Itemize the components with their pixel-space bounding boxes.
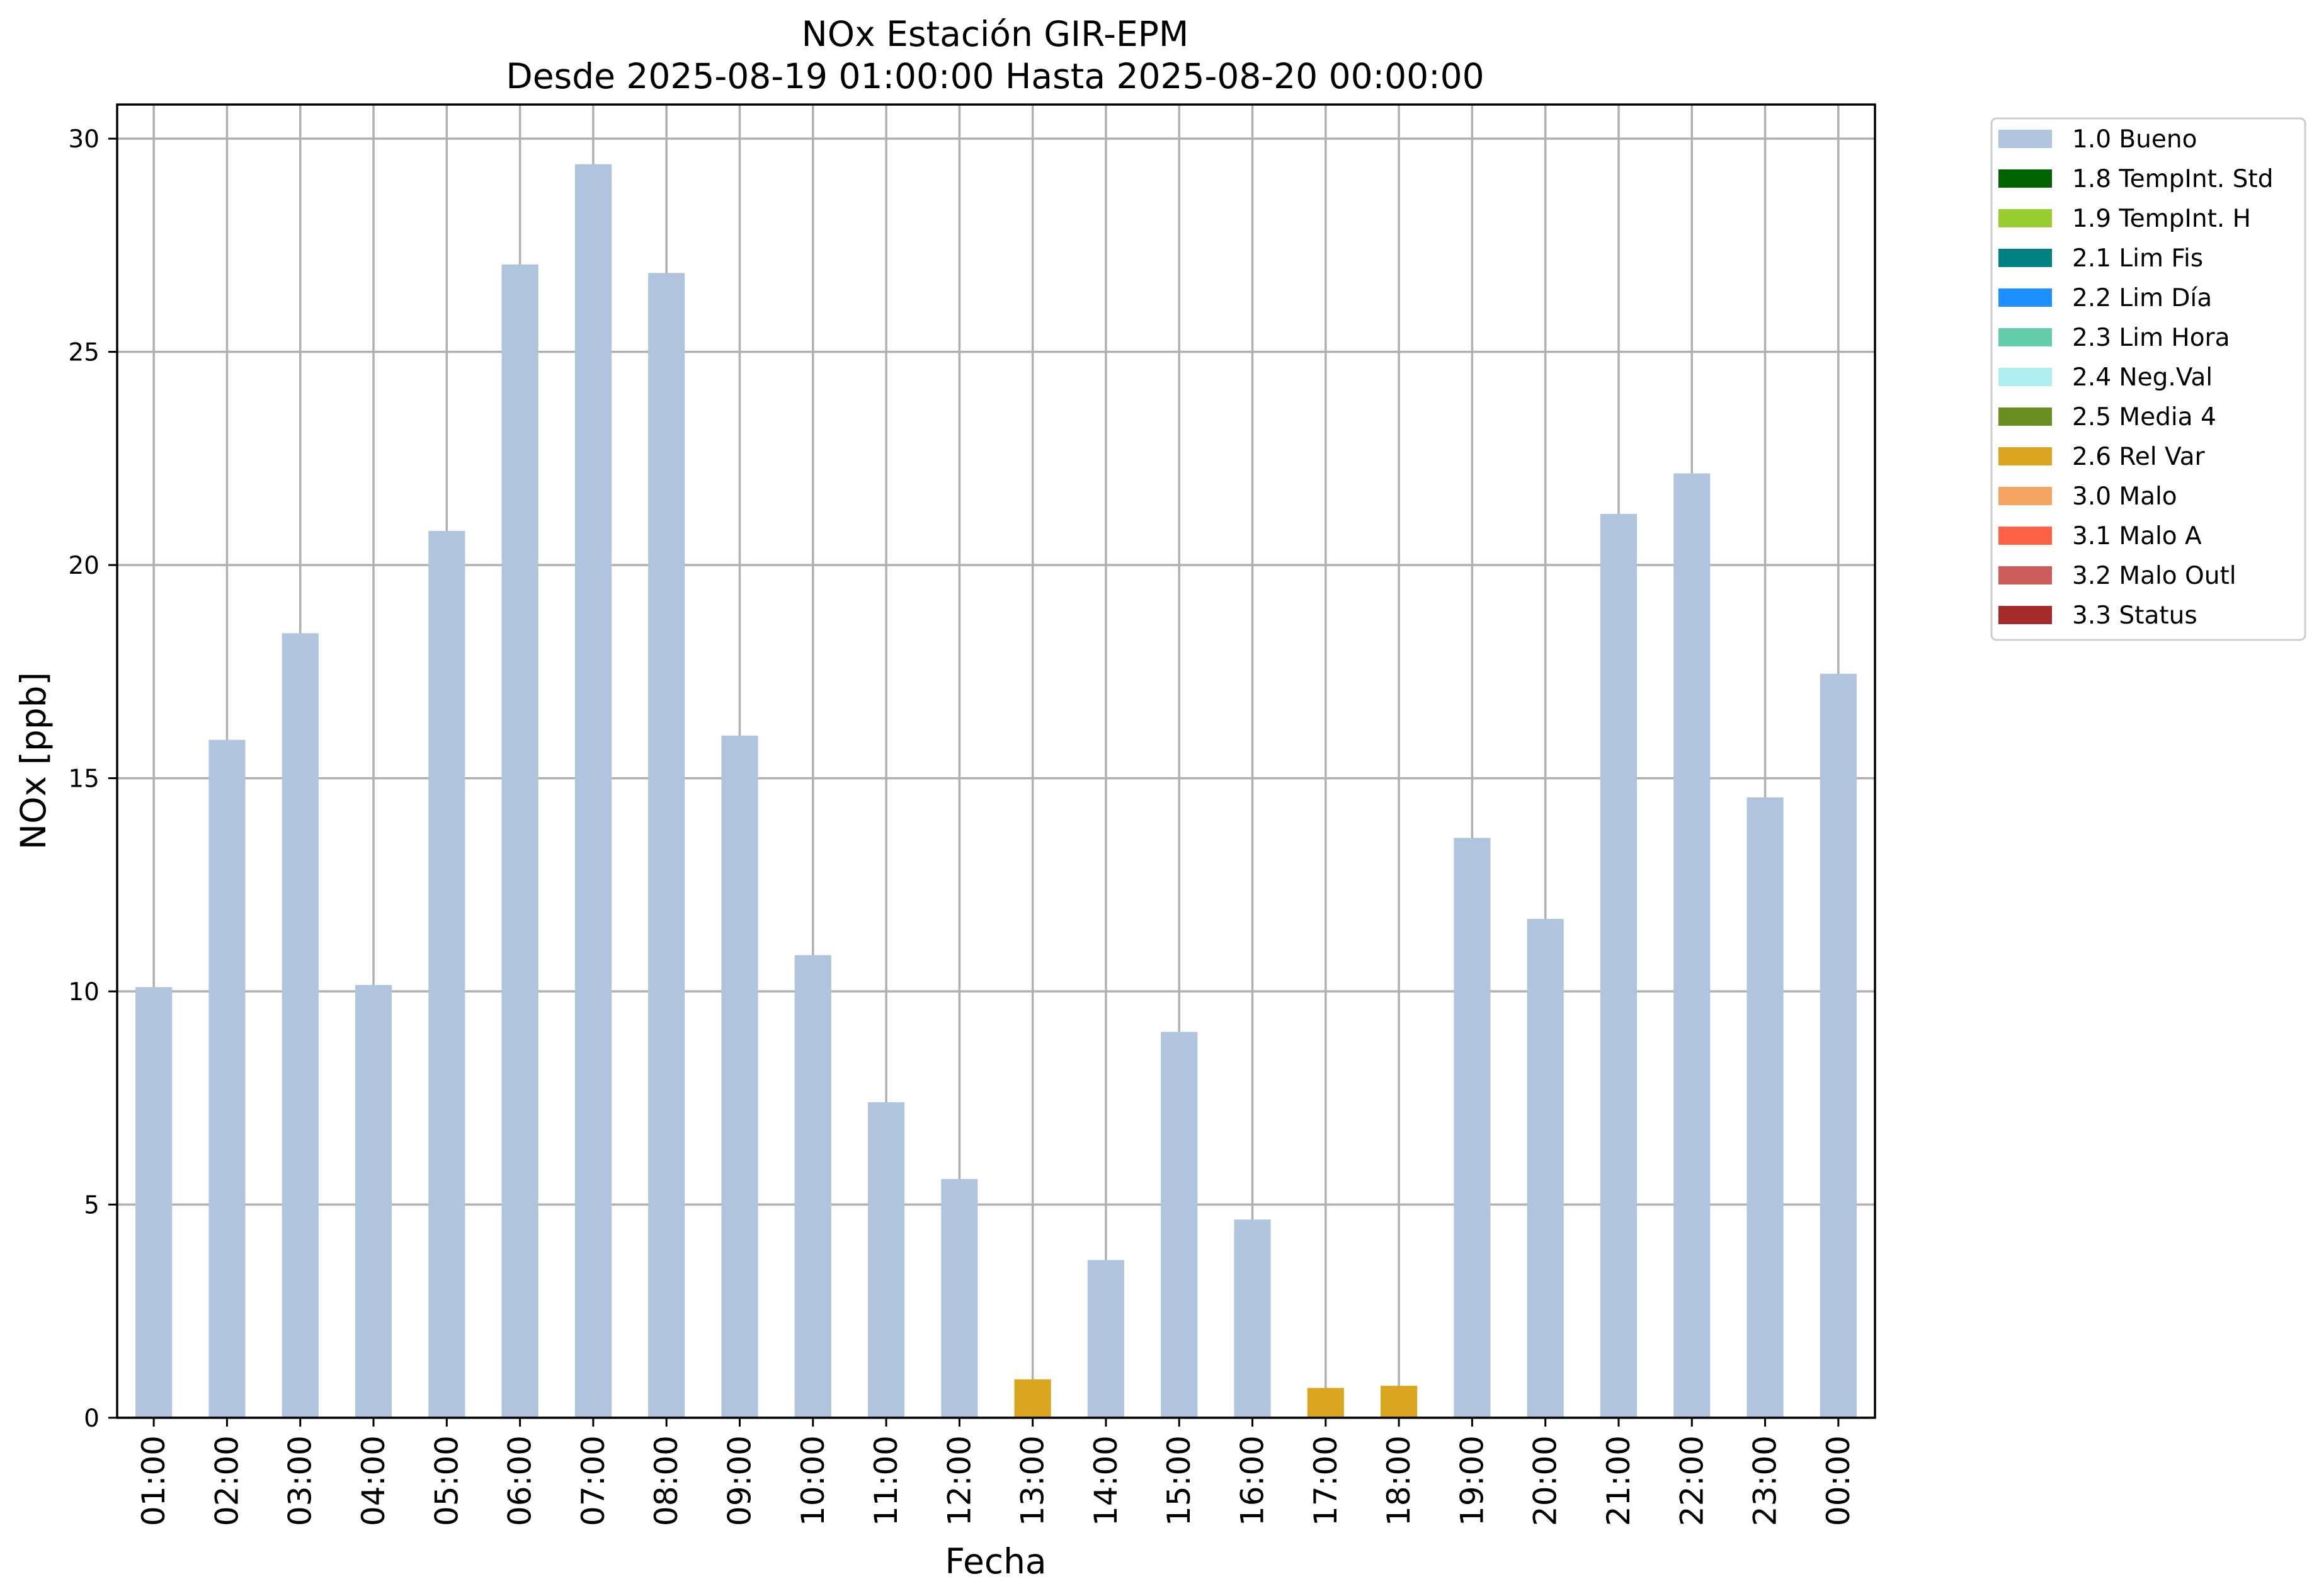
legend-swatch — [1998, 130, 2052, 148]
legend-label: 1.0 Bueno — [2072, 125, 2197, 154]
legend-swatch — [1998, 328, 2052, 346]
x-tick-label: 22:00 — [1673, 1435, 1710, 1526]
legend-swatch — [1998, 527, 2052, 545]
bar-23:00 — [1746, 797, 1784, 1418]
x-tick-label: 17:00 — [1308, 1435, 1344, 1526]
x-tick-label: 16:00 — [1234, 1435, 1271, 1526]
x-tick-label: 12:00 — [941, 1435, 977, 1526]
x-tick-label: 20:00 — [1527, 1435, 1564, 1526]
legend-swatch — [1998, 169, 2052, 188]
legend-swatch — [1998, 606, 2052, 624]
x-tick-label: 14:00 — [1088, 1435, 1124, 1526]
bar-10:00 — [794, 955, 831, 1418]
y-tick-label: 25 — [68, 339, 100, 367]
bar-03:00 — [282, 633, 319, 1418]
y-tick-label: 5 — [84, 1192, 100, 1220]
legend-label: 1.9 TempInt. H — [2072, 205, 2251, 233]
bar-11:00 — [867, 1102, 905, 1418]
x-tick-label: 23:00 — [1747, 1435, 1784, 1526]
legend-label: 2.6 Rel Var — [2072, 443, 2206, 471]
x-axis-ticks: 01:00 02:00 03:00 04:00 05:00 06:00 07:00 08:00… — [135, 1418, 1857, 1526]
bar-09:00 — [721, 735, 758, 1418]
bar-06:00 — [501, 264, 538, 1418]
legend-swatch — [1998, 487, 2052, 505]
x-tick-label: 01:00 — [135, 1435, 172, 1526]
legend-swatch — [1998, 209, 2052, 227]
x-tick-label: 07:00 — [575, 1435, 612, 1526]
bar-05:00 — [428, 530, 465, 1418]
bar-01:00 — [135, 987, 173, 1418]
y-axis-label: NOx [ppb] — [13, 672, 54, 850]
legend-label: 2.2 Lim Día — [2072, 284, 2212, 312]
legend-label: 3.2 Malo Outl — [2072, 562, 2236, 590]
bars — [135, 164, 1857, 1418]
bar-15:00 — [1161, 1032, 1198, 1418]
x-tick-label: 03:00 — [282, 1435, 319, 1526]
bar-02:00 — [208, 739, 246, 1418]
y-tick-label: 10 — [68, 978, 100, 1006]
bar-00:00 — [1820, 673, 1857, 1418]
x-tick-label: 09:00 — [721, 1435, 758, 1526]
legend-label: 2.3 Lim Hora — [2072, 324, 2230, 352]
bar-17:00 — [1307, 1388, 1344, 1418]
x-tick-label: 05:00 — [428, 1435, 465, 1526]
x-tick-label: 06:00 — [502, 1435, 538, 1526]
legend-label: 3.3 Status — [2072, 601, 2197, 630]
legend-label: 3.0 Malo — [2072, 482, 2177, 511]
plot-frame — [116, 103, 1876, 1419]
legend-label: 2.5 Media 4 — [2072, 403, 2216, 431]
bar-12:00 — [941, 1178, 978, 1418]
legend-swatch — [1998, 566, 2052, 584]
x-tick-label: 04:00 — [355, 1435, 392, 1526]
x-tick-label: 18:00 — [1381, 1435, 1417, 1526]
x-tick-label: 00:00 — [1820, 1435, 1857, 1526]
bar-14:00 — [1087, 1260, 1125, 1418]
bar-16:00 — [1234, 1219, 1271, 1418]
y-tick-label: 0 — [84, 1405, 100, 1433]
bar-08:00 — [648, 273, 685, 1418]
bar-21:00 — [1600, 513, 1638, 1418]
bar-20:00 — [1527, 918, 1564, 1418]
legend-swatch — [1998, 288, 2052, 307]
bar-19:00 — [1454, 838, 1491, 1418]
legend-label: 1.8 TempInt. Std — [2072, 165, 2273, 193]
x-tick-label: 21:00 — [1600, 1435, 1637, 1526]
legend-swatch — [1998, 408, 2052, 426]
x-tick-label: 08:00 — [648, 1435, 685, 1526]
x-tick-label: 02:00 — [208, 1435, 245, 1526]
bar-04:00 — [355, 984, 392, 1418]
legend-label: 3.1 Malo A — [2072, 522, 2202, 550]
y-tick-label: 15 — [68, 765, 100, 794]
x-tick-label: 13:00 — [1015, 1435, 1051, 1526]
x-axis-label: Fecha — [945, 1541, 1046, 1582]
x-tick-label: 19:00 — [1454, 1435, 1490, 1526]
legend-label: 2.1 Lim Fis — [2072, 244, 2203, 273]
bar-07:00 — [574, 164, 612, 1418]
x-tick-label: 11:00 — [868, 1435, 904, 1526]
chart-title-line-1: NOx Estación GIR-EPM — [802, 14, 1189, 54]
y-axis-ticks: 0 5 10 15 20 25 30 — [68, 125, 117, 1433]
x-tick-label: 15:00 — [1161, 1435, 1197, 1526]
legend: 1.0 Bueno 1.8 TempInt. Std 1.9 TempInt. H 2… — [1990, 117, 2306, 641]
bar-18:00 — [1381, 1386, 1418, 1418]
x-tick-label: 10:00 — [795, 1435, 831, 1526]
chart-title-line-2: Desde 2025-08-19 01:00:00 Hasta 2025-08-… — [506, 56, 1484, 96]
legend-swatch — [1998, 249, 2052, 267]
bar-22:00 — [1673, 473, 1711, 1418]
y-tick-label: 30 — [68, 125, 100, 154]
legend-label: 2.4 Neg.Val — [2072, 363, 2213, 392]
bar-13:00 — [1014, 1379, 1051, 1418]
y-tick-label: 20 — [68, 552, 100, 580]
legend-swatch — [1998, 447, 2052, 465]
legend-frame — [1990, 117, 2306, 641]
legend-swatch — [1998, 368, 2052, 386]
